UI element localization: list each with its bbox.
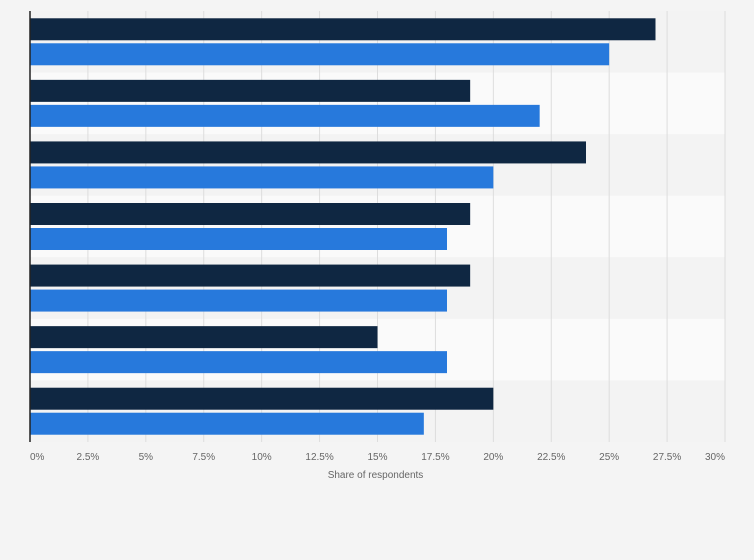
x-tick-label: 15% <box>367 452 387 463</box>
x-axis-title: Share of respondents <box>328 470 424 481</box>
bar[interactable] <box>30 104 540 127</box>
x-tick-label: 10% <box>252 452 272 463</box>
bar[interactable] <box>30 387 494 410</box>
x-tick-label: 0% <box>30 452 45 463</box>
bar[interactable] <box>30 326 378 349</box>
bar[interactable] <box>30 264 471 287</box>
bars <box>30 18 656 435</box>
bar[interactable] <box>30 351 447 374</box>
x-tick-label: 20% <box>483 452 503 463</box>
x-tick-label: 27.5% <box>653 452 681 463</box>
bar[interactable] <box>30 79 471 102</box>
bar[interactable] <box>30 289 447 312</box>
x-tick-label: 2.5% <box>77 452 100 463</box>
bar[interactable] <box>30 18 656 41</box>
x-tick-label: 25% <box>599 452 619 463</box>
x-tick-label: 12.5% <box>305 452 333 463</box>
bar[interactable] <box>30 203 471 225</box>
x-tick-label: 30% <box>705 452 725 463</box>
bar[interactable] <box>30 43 610 66</box>
bar[interactable] <box>30 412 424 435</box>
bar[interactable] <box>30 228 447 250</box>
x-tick-label: 17.5% <box>421 452 449 463</box>
bar[interactable] <box>30 141 586 164</box>
x-tick-label: 7.5% <box>192 452 215 463</box>
bar[interactable] <box>30 166 494 189</box>
x-tick-label: 5% <box>139 452 154 463</box>
x-tick-label: 22.5% <box>537 452 565 463</box>
x-tick-labels: 0% 2.5% 5% 7.5% 10% 12.5% 15% 17.5% 20% 22.5% 25% 2… <box>30 452 725 463</box>
